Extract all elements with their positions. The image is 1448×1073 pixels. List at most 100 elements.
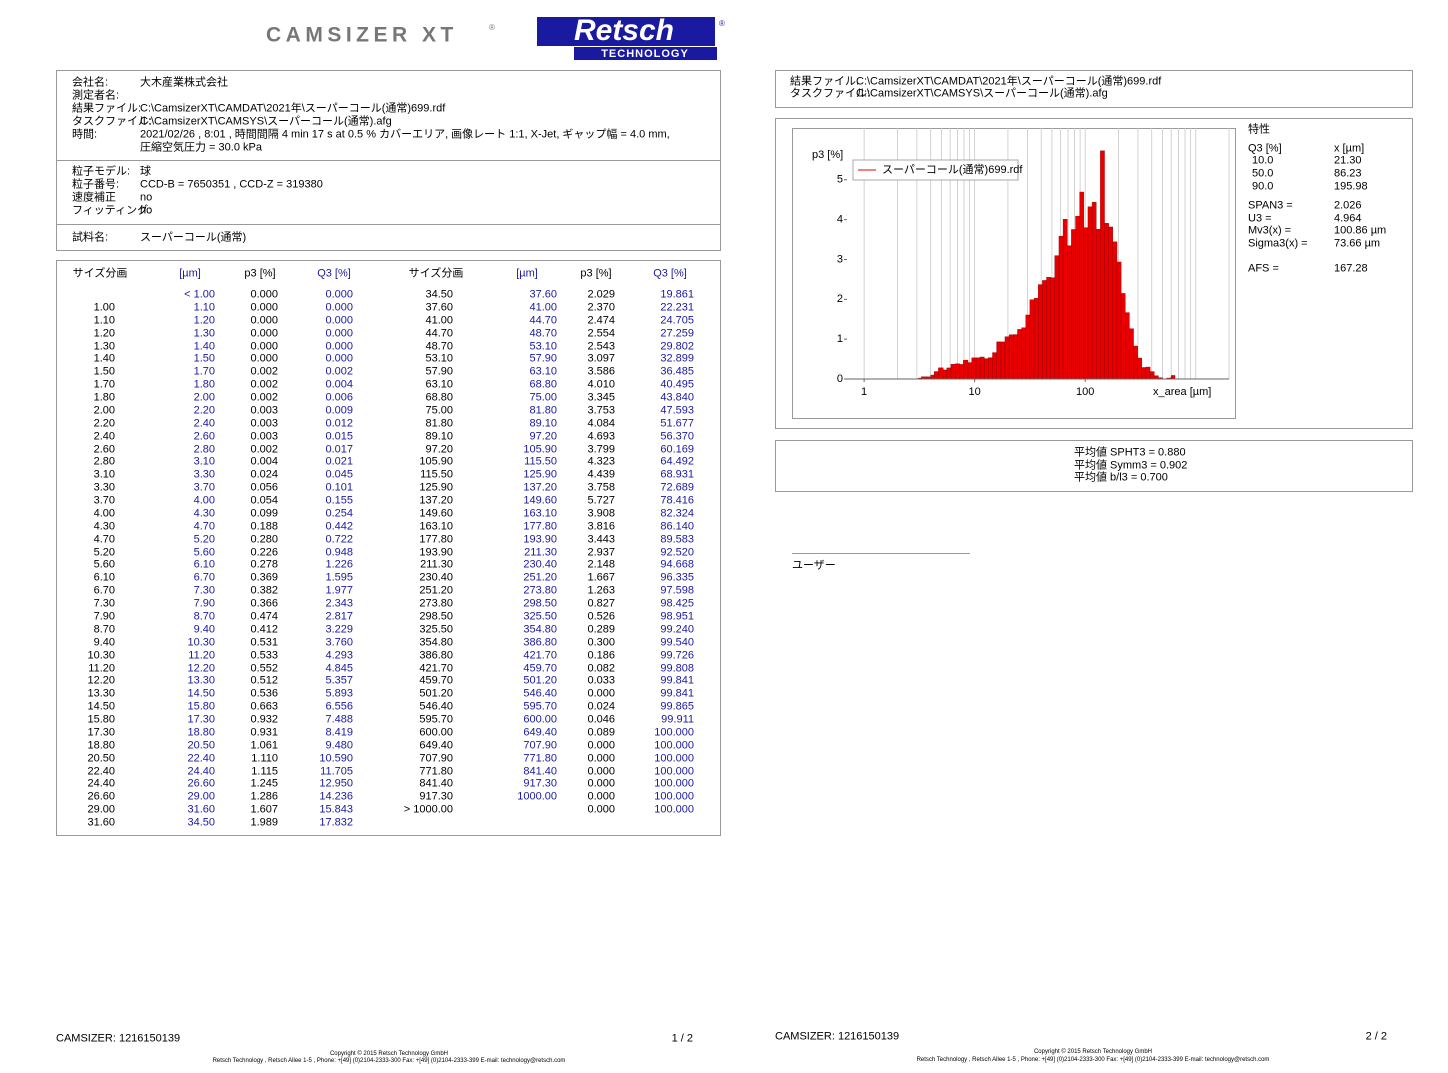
table-cell: 29.00 <box>187 790 215 803</box>
table-cell: 48.70 <box>529 327 557 340</box>
table-cell: 0.002 <box>325 365 353 378</box>
table-cell: 841.40 <box>419 777 453 790</box>
table-cell: 24.40 <box>187 765 215 778</box>
table-cell: 99.808 <box>660 662 694 675</box>
table-cell: 0.000 <box>325 314 353 327</box>
table-cell: 6.70 <box>93 584 115 597</box>
table-cell: 0.012 <box>325 417 353 430</box>
table-cell: 0.054 <box>250 494 278 507</box>
table-cell: 0.512 <box>250 674 278 687</box>
table-cell: 0.009 <box>325 404 353 417</box>
table-cell: 0.000 <box>587 752 615 765</box>
table-cell: 230.40 <box>419 571 453 584</box>
bar <box>1000 341 1006 380</box>
table-cell: 1.10 <box>193 301 215 314</box>
table-cell: 10.30 <box>87 649 115 662</box>
table-cell: 2.60 <box>93 443 115 456</box>
table-cell: 14.50 <box>87 700 115 713</box>
info-label: 会社名: <box>72 76 109 89</box>
table-cell: 18.80 <box>87 739 115 752</box>
table-cell: 1000.00 <box>517 790 557 803</box>
y-tick-label: 2 <box>837 293 843 305</box>
table-cell: 97.20 <box>425 443 453 456</box>
info-value: no <box>140 191 153 204</box>
table-cell: 115.50 <box>420 468 453 481</box>
table-cell: 41.00 <box>529 301 557 314</box>
legend-label: スーパーコール(通常)699.rdf <box>882 163 1023 176</box>
bar <box>984 358 989 380</box>
table-cell: 4.693 <box>587 430 615 443</box>
bar <box>946 367 952 380</box>
stats-q: 10.0 <box>1252 154 1274 167</box>
table-cell: 8.419 <box>325 726 353 739</box>
info-value: 大木産業株式会社 <box>140 76 228 89</box>
separator <box>56 224 721 225</box>
table-cell: 68.80 <box>529 378 557 391</box>
table-cell: 13.30 <box>87 687 115 700</box>
table-cell: 10.590 <box>319 752 353 765</box>
table-cell: < 1.00 <box>184 288 215 301</box>
table-cell: 1.667 <box>587 571 615 584</box>
bar <box>1125 312 1130 380</box>
y-axis-label: p3 [%] <box>812 149 843 161</box>
table-cell: 41.00 <box>425 314 453 327</box>
page-number: 1 / 2 <box>671 1032 693 1045</box>
table-cell: 649.40 <box>523 726 557 739</box>
bar <box>1087 206 1093 380</box>
table-cell: 4.293 <box>325 649 353 662</box>
table-cell: 0.300 <box>587 636 615 649</box>
stats-title: 特性 <box>1248 123 1270 136</box>
table-cell: 137.20 <box>523 481 557 494</box>
table-cell: 4.084 <box>587 417 615 430</box>
table-cell: 501.20 <box>523 674 557 687</box>
table-cell: 298.50 <box>419 610 453 623</box>
table-cell: 2.20 <box>193 404 215 417</box>
table-cell: 0.000 <box>325 288 353 301</box>
table-cell: 149.60 <box>523 494 557 507</box>
table-cell: 771.80 <box>419 765 453 778</box>
stats-x: 21.30 <box>1334 154 1362 167</box>
table-cell: 7.90 <box>93 610 115 623</box>
y-tick-label: 3 <box>837 253 843 265</box>
bar <box>1067 245 1072 380</box>
table-cell: 0.474 <box>250 610 278 623</box>
info-value: no <box>140 204 153 217</box>
table-cell: 6.70 <box>193 571 215 584</box>
table-cell: 3.586 <box>587 365 615 378</box>
bar <box>1108 226 1114 380</box>
table-cell: 0.280 <box>250 533 278 546</box>
table-cell: 2.60 <box>193 430 215 443</box>
table-header: サイズ分画 <box>72 267 128 280</box>
table-cell: 11.20 <box>188 649 215 662</box>
bar <box>979 356 985 380</box>
table-cell: 17.30 <box>187 713 215 726</box>
table-cell: 917.30 <box>419 790 453 803</box>
table-cell: 4.30 <box>93 520 115 533</box>
bar <box>1096 229 1101 380</box>
table-cell: 2.343 <box>325 597 353 610</box>
table-cell: 1.061 <box>250 739 278 752</box>
table-cell: 3.30 <box>93 481 115 494</box>
table-cell: 273.80 <box>419 597 453 610</box>
table-cell: 251.20 <box>523 571 557 584</box>
info-label: 速度補正 <box>72 191 116 204</box>
table-cell: 11.20 <box>88 662 115 675</box>
table-cell: 4.70 <box>93 533 115 546</box>
table-cell: 2.817 <box>325 610 353 623</box>
copyright: Copyright © 2015 Retsch Technology GmbH <box>1033 1049 1153 1055</box>
table-cell: 0.003 <box>250 430 278 443</box>
bar <box>1141 367 1147 380</box>
table-cell: 15.80 <box>187 700 215 713</box>
table-cell: 51.677 <box>660 417 694 430</box>
bar <box>988 357 993 380</box>
table-cell: 99.540 <box>660 636 694 649</box>
mean-value: 平均値 b/l3 = 0.700 <box>1074 471 1168 484</box>
table-cell: 0.024 <box>587 700 615 713</box>
table-cell: 6.10 <box>93 571 115 584</box>
table-cell: 75.00 <box>425 404 453 417</box>
table-cell: 386.80 <box>419 649 453 662</box>
table-cell: 0.000 <box>250 340 278 353</box>
table-cell: 0.442 <box>325 520 353 533</box>
table-cell: 5.20 <box>193 533 215 546</box>
